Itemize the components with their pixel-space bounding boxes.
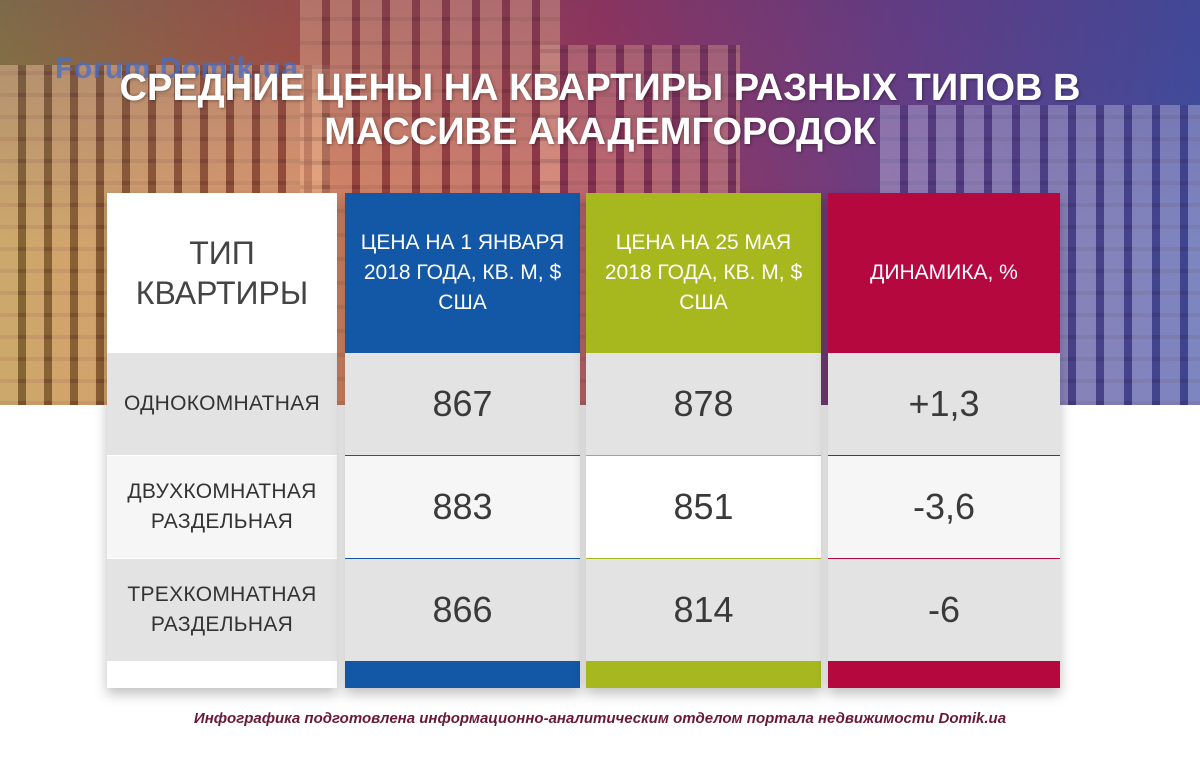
cell-dynamics-row-1: +1,3 <box>828 353 1060 455</box>
cell-dynamics-row-2: -3,6 <box>828 456 1060 558</box>
page-title: СРЕДНИЕ ЦЕНЫ НА КВАРТИРЫ РАЗНЫХ ТИПОВ В … <box>119 67 1081 153</box>
cell-price-jan-row-3: 866 <box>345 559 580 661</box>
cell-price-may-row-1: 878 <box>586 353 821 455</box>
cell-price-may-row-2: 851 <box>586 456 821 558</box>
column-apartment-type: ТИП КВАРТИРЫ ОДНОКОМНАТНАЯ ДВУХКОМНАТНАЯ… <box>107 193 337 688</box>
cell-type-row-2: ДВУХКОМНАТНАЯ РАЗДЕЛЬНАЯ <box>107 456 337 558</box>
column-dynamics: ДИНАМИКА, % +1,3 -3,6 -6 <box>828 193 1060 688</box>
cell-price-jan-row-2: 883 <box>345 456 580 558</box>
column-price-may: ЦЕНА НА 25 МАЯ 2018 ГОДА, КВ. М, $ США 8… <box>586 193 821 688</box>
footer-credit: Инфографика подготовлена информационно-а… <box>193 710 1007 727</box>
cell-dynamics-row-3: -6 <box>828 559 1060 661</box>
header-apartment-type: ТИП КВАРТИРЫ <box>135 235 309 311</box>
header-dynamics: ДИНАМИКА, % <box>870 261 1018 284</box>
header-price-jan: ЦЕНА НА 1 ЯНВАРЯ 2018 ГОДА, КВ. М, $ США <box>360 231 565 314</box>
cell-type-row-3: ТРЕХКОМНАТНАЯ РАЗДЕЛЬНАЯ <box>107 559 337 661</box>
header-price-may: ЦЕНА НА 25 МАЯ 2018 ГОДА, КВ. М, $ США <box>604 231 803 314</box>
watermark-logo: Forum.Domik.ua <box>55 52 299 85</box>
cell-price-jan-row-1: 867 <box>345 353 580 455</box>
cell-price-may-row-3: 814 <box>586 559 821 661</box>
column-price-jan: ЦЕНА НА 1 ЯНВАРЯ 2018 ГОДА, КВ. М, $ США… <box>345 193 580 688</box>
cell-type-row-1: ОДНОКОМНАТНАЯ <box>107 353 337 455</box>
